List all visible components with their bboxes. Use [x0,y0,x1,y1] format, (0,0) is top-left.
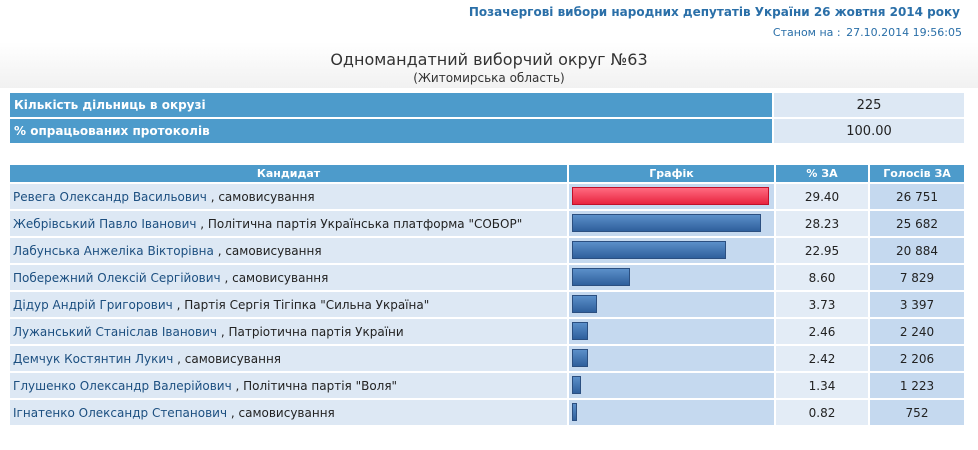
chart-cell [568,344,776,372]
votes-cell: 20 884 [869,236,964,264]
candidate-party: , Політична партія "Воля" [235,378,398,393]
votes-cell: 7 829 [869,263,964,291]
candidate-party: , самовисування [217,243,322,258]
district-summary-table: Кількість дільниць в окрузі 225 % опраць… [10,91,964,145]
percent-cell: 3.73 [775,290,870,318]
table-row: Демчук Костянтин Лукич , самовисування 2.… [10,344,964,372]
candidate-name: Демчук Костянтин Лукич [13,351,174,366]
votes-cell: 25 682 [869,209,964,237]
candidate-party: , самовисування [210,189,315,204]
percent-cell: 8.60 [775,263,870,291]
chart-cell [568,263,776,291]
result-bar [572,349,588,367]
candidate-cell: Ігнатенко Олександр Степанович , самовис… [10,398,569,425]
table-row: Лужанський Станіслав Іванович , Патріоти… [10,317,964,345]
votes-cell: 2 206 [869,344,964,372]
candidate-cell: Ревега Олександр Васильович , самовисува… [10,182,569,210]
summary-label: % опрацьованих протоколів [10,119,772,143]
result-bar [572,187,769,205]
candidate-name: Ігнатенко Олександр Степанович [13,405,228,420]
votes-cell: 1 223 [869,371,964,399]
column-header-percent: % ЗА [775,165,870,183]
result-bar [572,214,761,232]
percent-cell: 22.95 [775,236,870,264]
candidate-party: , самовисування [230,405,335,420]
candidate-party: , самовисування [177,351,282,366]
result-bar [572,295,597,313]
candidate-name: Лабунська Анжеліка Вікторівна [13,243,214,258]
percent-cell: 2.46 [775,317,870,345]
candidate-name: Ревега Олександр Васильович [13,189,207,204]
timestamp-label: Станом на : [772,26,841,39]
table-row: Жебрівський Павло Іванович , Політична п… [10,209,964,237]
chart-cell [568,209,776,237]
votes-cell: 3 397 [869,290,964,318]
chart-cell [568,182,776,210]
candidate-name: Лужанський Станіслав Іванович [13,324,217,339]
candidate-cell: Лужанський Станіслав Іванович , Патріоти… [10,317,569,345]
result-bar [572,403,577,421]
votes-cell: 26 751 [869,182,964,210]
candidate-name: Побережний Олексій Сергійович [13,270,221,285]
timestamp-line: Станом на : 27.10.2014 19:56:05 [771,26,962,39]
timestamp-value: 27.10.2014 19:56:05 [846,26,962,39]
table-row: Лабунська Анжеліка Вікторівна , самовису… [10,236,964,264]
table-row: Ігнатенко Олександр Степанович , самовис… [10,398,964,425]
percent-cell: 1.34 [775,371,870,399]
result-bar [572,322,588,340]
summary-value: 100.00 [774,119,964,143]
summary-gap [772,119,774,143]
summary-label: Кількість дільниць в окрузі [10,93,772,117]
result-bar [572,241,726,259]
chart-cell [568,398,776,425]
table-row: Ревега Олександр Васильович , самовисува… [10,182,964,210]
column-header-votes: Голосів ЗА [869,165,964,183]
district-header-band [0,42,978,88]
chart-cell [568,317,776,345]
chart-cell [568,371,776,399]
summary-value: 225 [774,93,964,117]
candidate-party: , Політична партія Українська платформа … [200,216,523,231]
district-title: Одномандатний виборчий округ №63 [330,50,648,69]
column-header-chart: Графік [568,165,776,183]
table-row: Глушенко Олександр Валерійович , Політич… [10,371,964,399]
results-body: Ревега Олександр Васильович , самовисува… [10,182,964,425]
result-bar [572,268,630,286]
district-region: (Житомирська область) [413,71,565,85]
summary-gap [772,93,774,117]
candidate-name: Жебрівський Павло Іванович [13,216,197,231]
summary-row-stations: Кількість дільниць в окрузі 225 [10,93,964,117]
candidate-party: , самовисування [224,270,329,285]
candidate-party: , Партія Сергія Тігіпка "Сильна Україна" [176,297,430,312]
result-bar [572,376,581,394]
percent-cell: 2.42 [775,344,870,372]
summary-row-protocols: % опрацьованих протоколів 100.00 [10,119,964,143]
candidate-cell: Лабунська Анжеліка Вікторівна , самовису… [10,236,569,264]
percent-cell: 29.40 [775,182,870,210]
candidate-party: , Патріотична партія України [220,324,404,339]
candidate-name: Глушенко Олександр Валерійович [13,378,232,393]
votes-cell: 752 [869,398,964,425]
percent-cell: 28.23 [775,209,870,237]
column-header-candidate: Кандидат [10,165,569,183]
chart-cell [568,290,776,318]
candidate-cell: Дідур Андрій Григорович , Партія Сергія … [10,290,569,318]
election-title: Позачергові вибори народних депутатів Ук… [468,5,960,19]
results-header-row: Кандидат Графік % ЗА Голосів ЗА [10,165,964,183]
candidate-name: Дідур Андрій Григорович [13,297,173,312]
table-row: Дідур Андрій Григорович , Партія Сергія … [10,290,964,318]
candidate-cell: Демчук Костянтин Лукич , самовисування [10,344,569,372]
candidate-cell: Жебрівський Павло Іванович , Політична п… [10,209,569,237]
percent-cell: 0.82 [775,398,870,425]
results-table: Кандидат Графік % ЗА Голосів ЗА Ревега О… [10,165,964,425]
chart-cell [568,236,776,264]
candidate-cell: Глушенко Олександр Валерійович , Політич… [10,371,569,399]
candidate-cell: Побережний Олексій Сергійович , самовису… [10,263,569,291]
votes-cell: 2 240 [869,317,964,345]
table-row: Побережний Олексій Сергійович , самовису… [10,263,964,291]
